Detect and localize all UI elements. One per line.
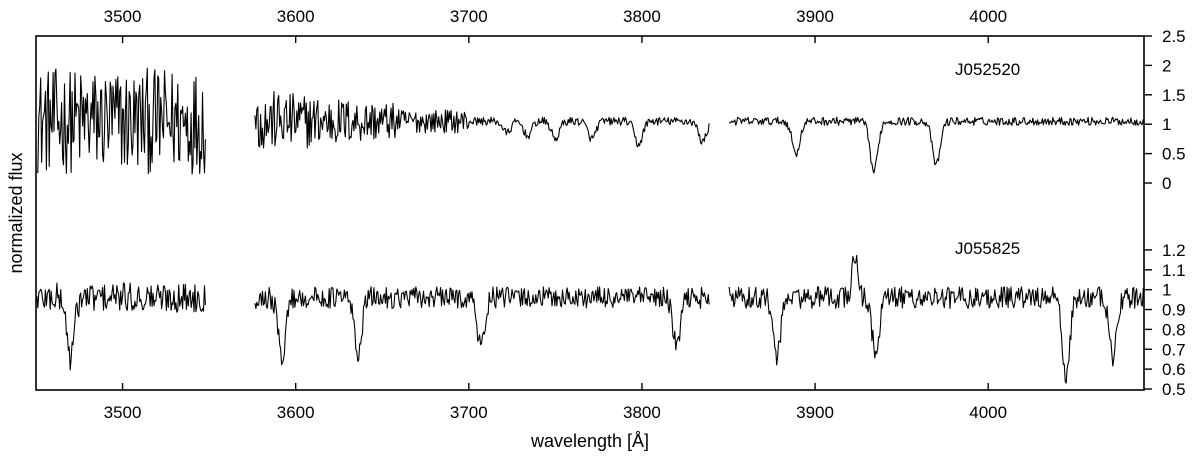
y-tick-label: 1.2 xyxy=(1162,241,1186,260)
spectrum-j055825-segment xyxy=(36,282,206,371)
spectrum-j052520-segment xyxy=(36,67,206,175)
x-tick-label-bottom: 3900 xyxy=(796,403,834,422)
spectrum-j055825-segment xyxy=(254,286,710,366)
x-tick-label-top: 3600 xyxy=(277,7,315,26)
y-tick-label: 0 xyxy=(1162,174,1171,193)
y-tick-label: 0.6 xyxy=(1162,360,1186,379)
y-tick-label: 2.5 xyxy=(1162,27,1186,46)
spectrum-j052520-segment xyxy=(254,90,710,149)
x-tick-label-top: 3700 xyxy=(450,7,488,26)
panel-label-j052520: J052520 xyxy=(955,60,1020,79)
x-tick-label-bottom: 3500 xyxy=(104,403,142,422)
x-tick-label-top: 3500 xyxy=(104,7,142,26)
y-tick-label: 1.1 xyxy=(1162,261,1186,280)
y-tick-label: 0.5 xyxy=(1162,380,1186,399)
x-axis-title: wavelength [Å] xyxy=(530,431,649,451)
spectra-group xyxy=(36,67,1144,384)
spectrum-j052520-segment xyxy=(728,116,1144,174)
x-tick-label-top: 4000 xyxy=(969,7,1007,26)
y-axis-lower-panel: 0.50.60.70.80.911.11.2 xyxy=(1144,241,1186,399)
y-tick-label: 0.8 xyxy=(1162,320,1186,339)
panel-label-j055825: J055825 xyxy=(955,239,1020,258)
x-axis-bottom: 3500 3600 3700 3800 3900 4000 xyxy=(104,383,1007,422)
y-tick-label: 1.5 xyxy=(1162,86,1186,105)
y-axis-title: normalized flux xyxy=(6,152,26,273)
x-tick-label-bottom: 3600 xyxy=(277,403,315,422)
x-tick-label-bottom: 3800 xyxy=(623,403,661,422)
spectrum-j055825-segment xyxy=(728,254,1144,384)
x-tick-label-top: 3800 xyxy=(623,7,661,26)
y-tick-label: 0.5 xyxy=(1162,145,1186,164)
y-tick-label: 0.9 xyxy=(1162,301,1186,320)
y-tick-label: 0.7 xyxy=(1162,340,1186,359)
x-tick-label-top: 3900 xyxy=(796,7,834,26)
y-tick-label: 1 xyxy=(1162,115,1171,134)
x-tick-label-bottom: 4000 xyxy=(969,403,1007,422)
y-tick-label: 2 xyxy=(1162,56,1171,75)
y-tick-label: 1 xyxy=(1162,281,1171,300)
y-axis-upper-panel: 0 0.5 1 1.5 2 2.5 xyxy=(1144,27,1186,193)
x-tick-label-bottom: 3700 xyxy=(450,403,488,422)
x-axis-top: 3500 3600 3700 3800 3900 4000 xyxy=(104,7,1007,43)
plot-frame xyxy=(35,35,1145,391)
